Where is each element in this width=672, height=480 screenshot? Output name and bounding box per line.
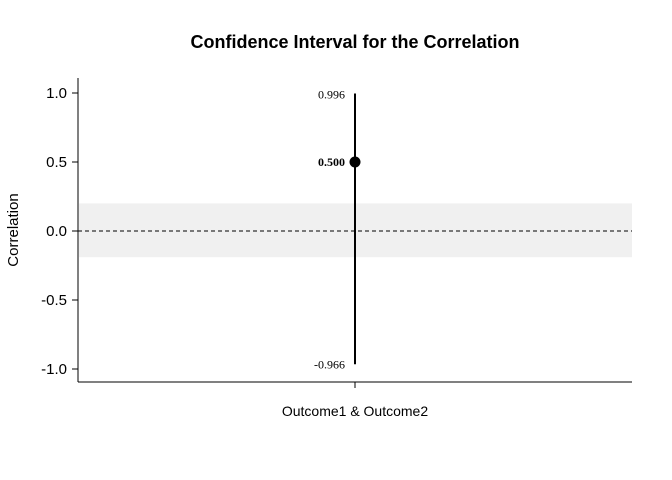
- y-tick-label: 0.5: [46, 154, 67, 171]
- interval-marks: 0.996 0.500 -0.966: [314, 88, 361, 371]
- estimate-point: [349, 156, 361, 168]
- y-axis-label: Correlation: [5, 193, 22, 266]
- x-tick-label: Outcome1 & Outcome2: [282, 403, 429, 419]
- y-tick-label: -1.0: [41, 361, 67, 378]
- y-tick-label: -0.5: [41, 292, 67, 309]
- x-axis: Outcome1 & Outcome2: [78, 381, 632, 419]
- y-axis: 1.0 0.5 0.0 -0.5 -1.0: [41, 78, 79, 382]
- lower-bound-label: -0.966: [314, 357, 345, 371]
- estimate-label: 0.500: [318, 155, 345, 169]
- y-tick-label: 0.0: [46, 223, 67, 240]
- y-tick-label: 1.0: [46, 85, 67, 102]
- chart-title: Confidence Interval for the Correlation: [190, 32, 519, 52]
- upper-bound-label: 0.996: [318, 88, 345, 102]
